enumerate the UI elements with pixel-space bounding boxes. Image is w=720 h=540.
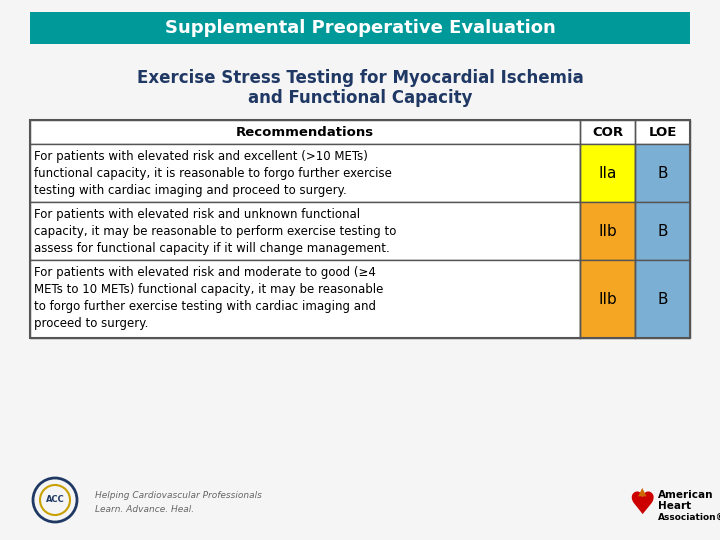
Bar	[30, 144, 580, 202]
Bar	[30, 12, 690, 44]
Text: B: B	[657, 224, 667, 239]
Text: IIa: IIa	[598, 165, 617, 180]
Text: Heart: Heart	[658, 501, 691, 511]
Bar	[30, 120, 690, 144]
Text: For patients with elevated risk and moderate to good (≥4
METs to 10 METs) functi: For patients with elevated risk and mode…	[34, 266, 383, 330]
Text: For patients with elevated risk and excellent (>10 METs)
functional capacity, it: For patients with elevated risk and exce…	[34, 150, 392, 197]
Text: ♥: ♥	[629, 490, 656, 519]
Text: IIb: IIb	[598, 292, 617, 307]
Bar	[30, 202, 580, 260]
Text: Association®: Association®	[658, 512, 720, 522]
Text: Exercise Stress Testing for Myocardial Ischemia: Exercise Stress Testing for Myocardial I…	[137, 69, 583, 87]
Text: B: B	[657, 165, 667, 180]
Bar	[635, 202, 690, 260]
Text: B: B	[657, 292, 667, 307]
Text: Helping Cardiovascular Professionals: Helping Cardiovascular Professionals	[95, 491, 262, 501]
Bar	[30, 120, 690, 338]
Text: For patients with elevated risk and unknown functional
capacity, it may be reaso: For patients with elevated risk and unkn…	[34, 208, 397, 255]
Text: COR: COR	[592, 125, 623, 138]
Bar	[635, 144, 690, 202]
Bar	[580, 144, 635, 202]
Text: Learn. Advance. Heal.: Learn. Advance. Heal.	[95, 505, 194, 515]
Text: ▲: ▲	[638, 487, 647, 497]
Bar	[580, 260, 635, 338]
Text: ACC: ACC	[45, 496, 64, 504]
Text: LOE: LOE	[648, 125, 677, 138]
Bar	[635, 260, 690, 338]
Text: and Functional Capacity: and Functional Capacity	[248, 89, 472, 107]
Text: Supplemental Preoperative Evaluation: Supplemental Preoperative Evaluation	[165, 19, 555, 37]
Bar	[580, 202, 635, 260]
Bar	[30, 260, 580, 338]
Text: IIb: IIb	[598, 224, 617, 239]
Text: Recommendations: Recommendations	[236, 125, 374, 138]
Text: American: American	[658, 490, 714, 500]
